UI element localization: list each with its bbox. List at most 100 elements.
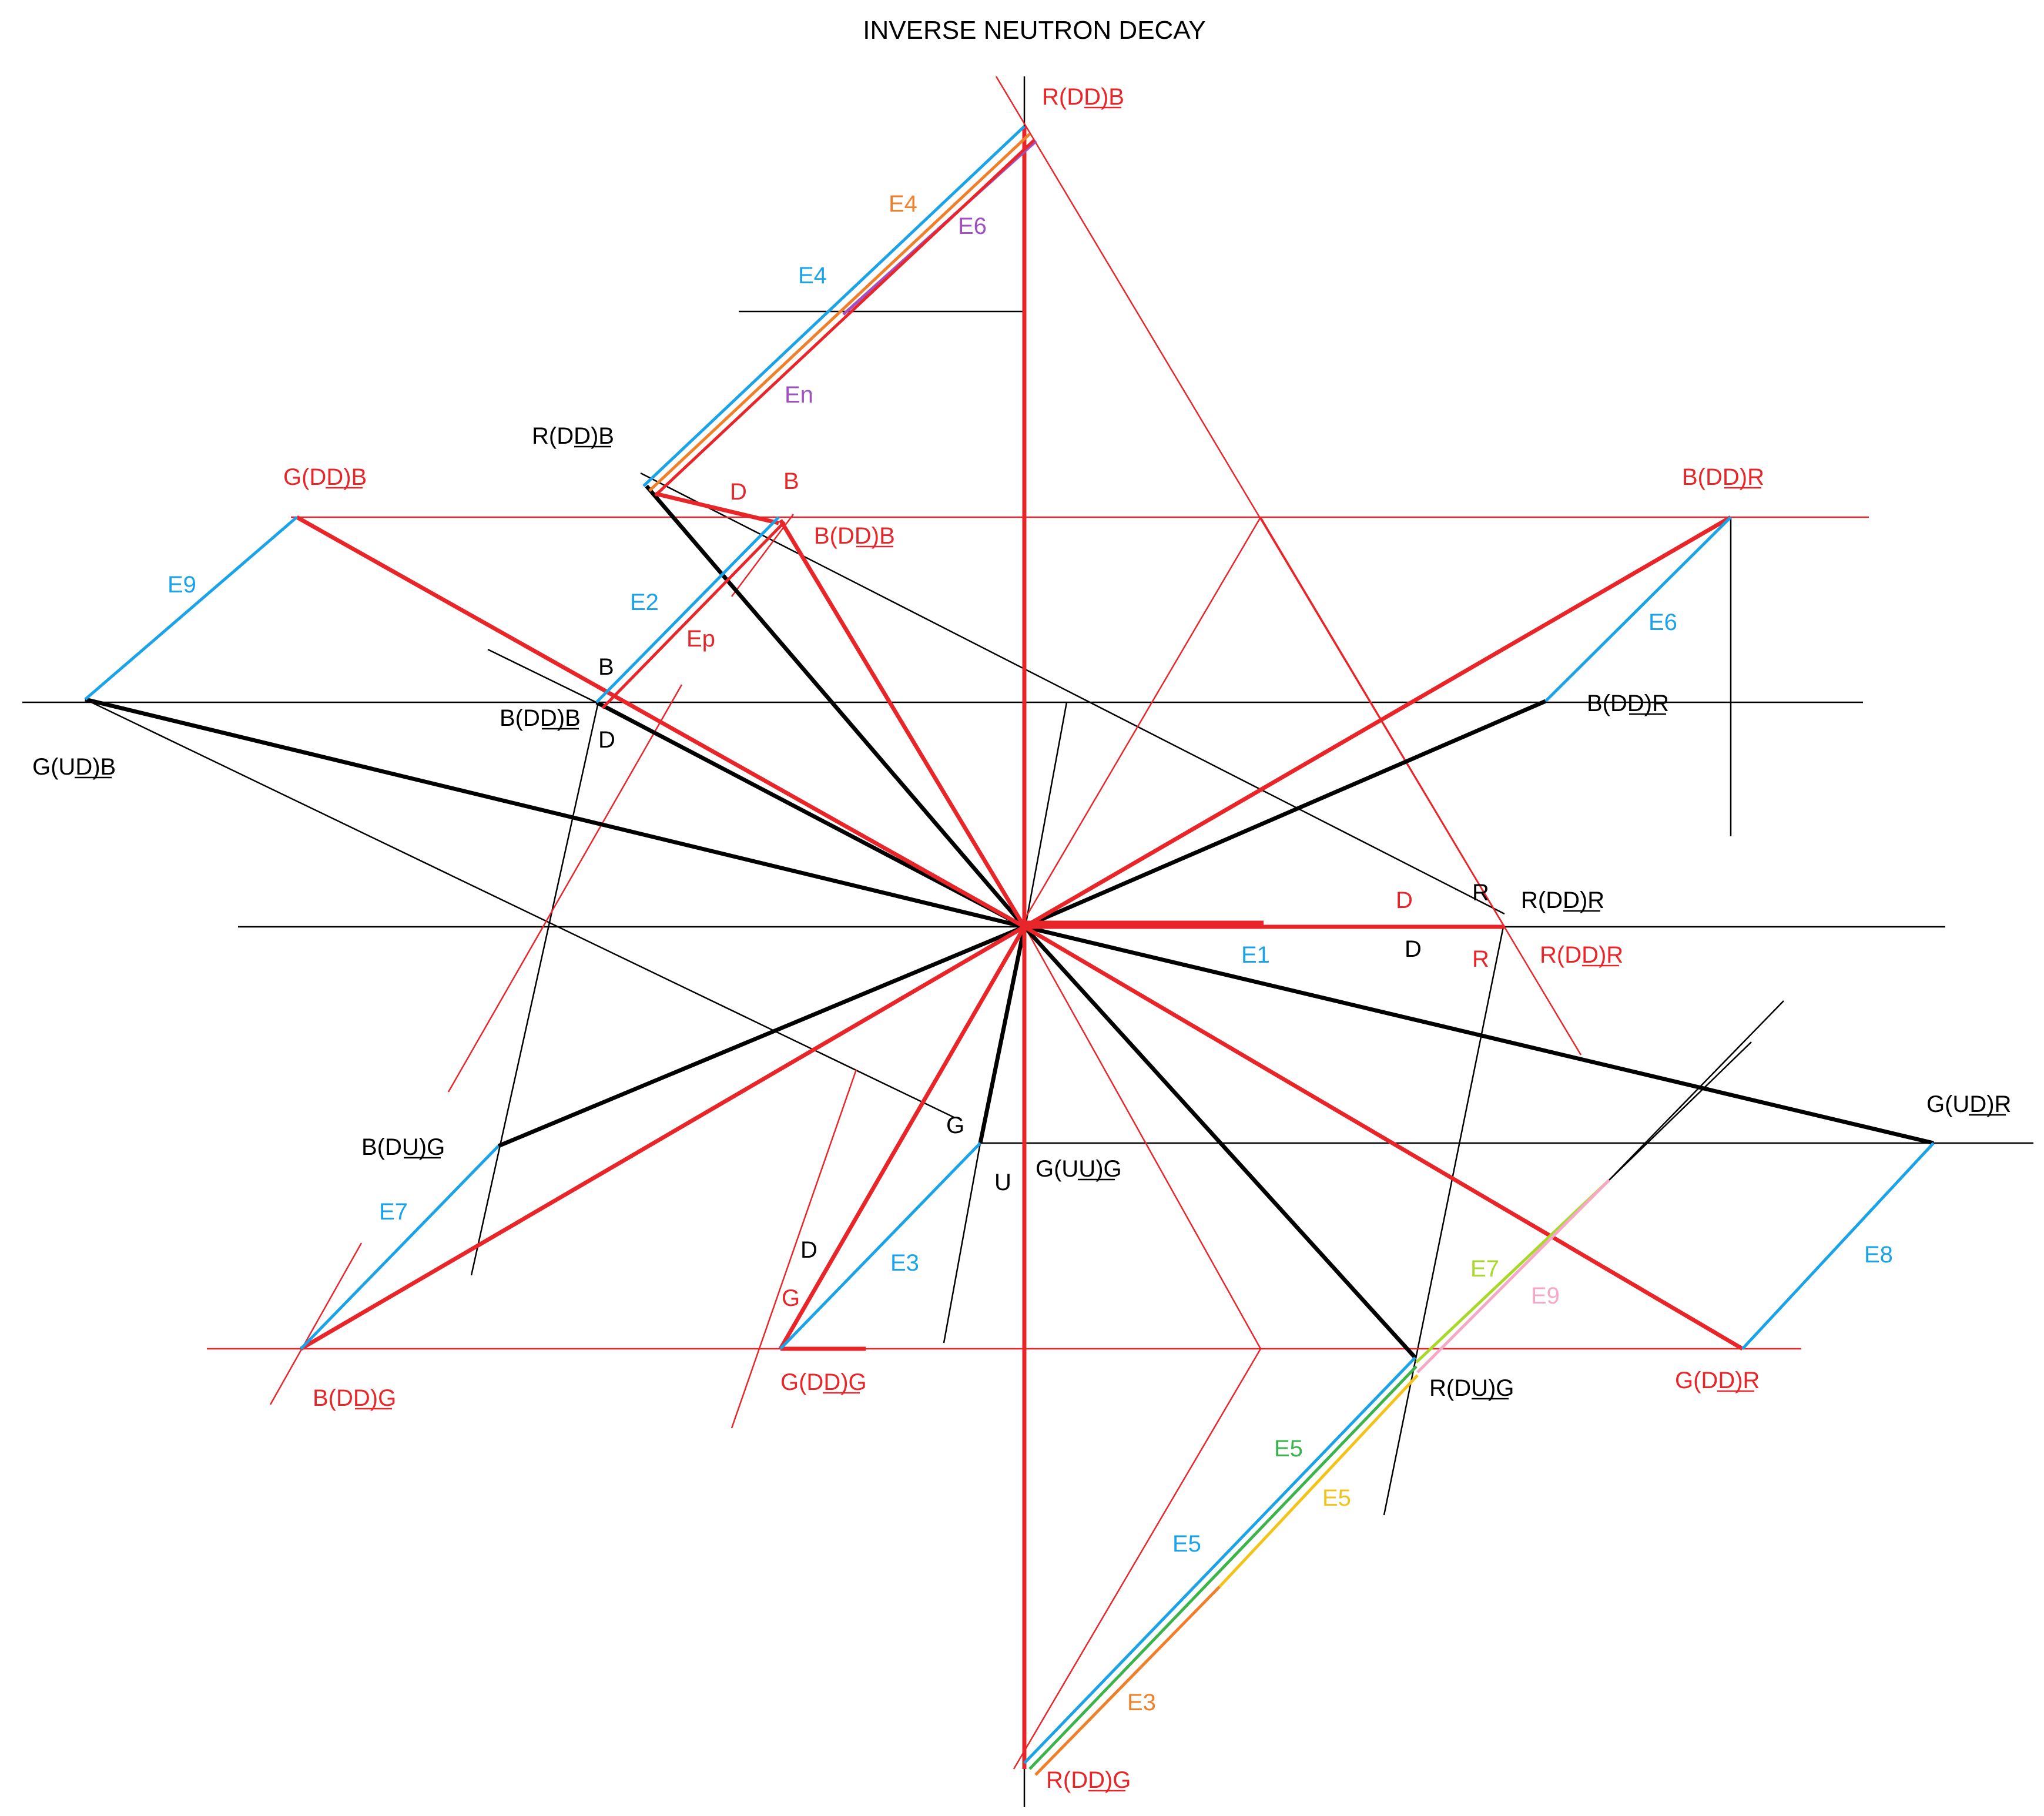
ray-gudr: [1024, 924, 1934, 1145]
edge-labels: E4 E6 E4 En E9 E2 Ep E6 E1 E7 E3 E8 E7 E…: [167, 191, 1893, 1716]
red-line-5: [447, 684, 683, 1093]
label-bdu-g: B(DU)G: [361, 1134, 445, 1160]
letter-d-right-red: D: [1396, 887, 1413, 913]
label-e3-orange: E3: [1127, 1690, 1156, 1716]
red-line-7: [269, 1242, 363, 1405]
guide-steep-bottom: [943, 1142, 981, 1343]
ray-bddg: [300, 924, 1026, 1351]
edge-e8: [1741, 1142, 1935, 1350]
label-e3-blue: E3: [890, 1250, 919, 1276]
edge-e5-green: [1028, 1365, 1418, 1770]
label-gud-b: G(UD)B: [32, 754, 116, 780]
label-e6: E6: [1648, 609, 1677, 635]
letter-d-left: D: [598, 727, 615, 753]
edge-e4-blue: [642, 125, 1026, 487]
label-e9-pink: E9: [1531, 1283, 1560, 1309]
red-line-1: [1021, 517, 1262, 923]
red-line-8: [731, 1069, 857, 1429]
small-letters: D B B D D R D R G U D G: [598, 468, 1489, 1311]
edge-e6: [1544, 516, 1732, 702]
label-bdd-r-red: B(DD)R: [1682, 464, 1764, 490]
ray-bddr-black: [1023, 699, 1547, 929]
diagram-title: INVERSE NEUTRON DECAY: [863, 16, 1206, 45]
energy-edges: [84, 125, 1935, 1776]
ray-gddb: [296, 515, 1026, 929]
guide-diag-rddb: [640, 472, 1505, 915]
edge-e3-blue: [779, 1142, 981, 1350]
red-line-3: [1013, 1348, 1262, 1770]
red-rays: [296, 126, 1744, 1769]
label-top-black: R(DD)B: [532, 423, 614, 449]
label-gdd-r: G(DD)R: [1675, 1368, 1760, 1393]
ray-guug: [978, 926, 1027, 1144]
letter-b-left: B: [598, 654, 614, 680]
guide-diag-gud-b: [85, 698, 956, 1119]
letter-g-bottom-red: G: [782, 1285, 800, 1311]
label-top-red: R(DD)B: [1042, 84, 1124, 110]
ray-bddb-black: [595, 700, 1026, 929]
guide-steep-left: [470, 702, 599, 1276]
label-en: En: [785, 382, 813, 408]
red-line-4: [1259, 517, 1506, 927]
ray-gddg: [778, 926, 1027, 1350]
ray-gddr: [1023, 924, 1744, 1351]
label-e4-blue: E4: [798, 263, 827, 289]
edge-en-red: [654, 139, 1036, 497]
letter-r-right-red: R: [1472, 946, 1489, 972]
label-gdd-b: G(DD)B: [283, 464, 367, 490]
black-guide-lines: [22, 76, 2033, 1807]
label-e6-purple: E6: [958, 213, 987, 239]
red-construction-lines: [207, 76, 1869, 1770]
label-e5-green: E5: [1274, 1436, 1303, 1462]
black-rays: [85, 484, 1934, 1359]
label-e5-blue: E5: [1172, 1531, 1201, 1557]
label-guu-g: G(UU)G: [1036, 1156, 1122, 1182]
letter-r-right-black: R: [1472, 880, 1489, 906]
edge-e5-yellow: [1218, 1374, 1419, 1588]
edge-e5-blue: [1023, 1356, 1416, 1764]
label-e2: E2: [630, 589, 659, 615]
edge-e7: [300, 1145, 500, 1350]
label-e8: E8: [1864, 1242, 1893, 1268]
guide-e7-ext: [1609, 1000, 1784, 1181]
label-bdd-b-black: B(DD)B: [500, 705, 581, 731]
edge-e3-orange: [1034, 1586, 1221, 1776]
label-rdd-r-black: R(DD)R: [1521, 887, 1604, 913]
letter-g-bottom: G: [946, 1113, 964, 1138]
red-line-2: [1021, 922, 1262, 1349]
label-bdd-g: B(DD)G: [313, 1385, 396, 1411]
label-e5-yellow: E5: [1322, 1485, 1351, 1511]
edge-e4-orange: [648, 133, 1031, 492]
letter-d-right-black: D: [1405, 936, 1422, 962]
ray-bddb-red: [778, 519, 1027, 928]
label-gud-r: G(UD)R: [1926, 1091, 2011, 1117]
letter-d-bottom: D: [800, 1237, 817, 1263]
label-e4-orange: E4: [889, 191, 917, 217]
label-underlines: [75, 106, 2006, 1792]
edge-e2: [595, 516, 780, 703]
node-labels: R(DD)B R(DD)B G(DD)B B(DD)B B(DD)B G(UD)…: [32, 84, 2011, 1793]
label-e7-lime: E7: [1470, 1256, 1499, 1282]
label-e7: E7: [379, 1199, 408, 1225]
rddb-black-red-side: [655, 491, 779, 525]
letter-d-top: D: [730, 479, 747, 505]
label-ep: Ep: [686, 626, 715, 652]
label-e9: E9: [167, 572, 196, 598]
ray-rdug: [1023, 925, 1417, 1359]
label-e1: E1: [1241, 942, 1270, 968]
ray-bdug: [497, 924, 1026, 1148]
label-rdd-r-red: R(DD)R: [1540, 942, 1623, 968]
letter-b-top: B: [783, 468, 799, 494]
letter-u-bottom: U: [994, 1170, 1011, 1195]
guide-e9-ext: [1609, 1041, 1752, 1181]
edge-e9: [84, 516, 298, 701]
ray-bddr-red: [1023, 515, 1732, 929]
edge-ep: [601, 521, 786, 709]
label-bdd-r-black: B(DD)R: [1587, 691, 1669, 716]
guide-steep-center: [1024, 702, 1068, 926]
label-bdd-b-red: B(DD)B: [814, 523, 895, 549]
ray-rddb-black: [645, 484, 1026, 929]
label-rdd-g: R(DD)G: [1046, 1767, 1131, 1793]
label-gdd-g: G(DD)G: [780, 1369, 867, 1395]
